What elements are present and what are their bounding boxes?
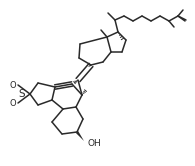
Polygon shape xyxy=(88,64,92,67)
Polygon shape xyxy=(76,131,84,141)
Text: S: S xyxy=(19,89,25,99)
Text: O: O xyxy=(10,98,16,108)
Text: OH: OH xyxy=(87,138,101,148)
Text: O: O xyxy=(10,81,16,89)
